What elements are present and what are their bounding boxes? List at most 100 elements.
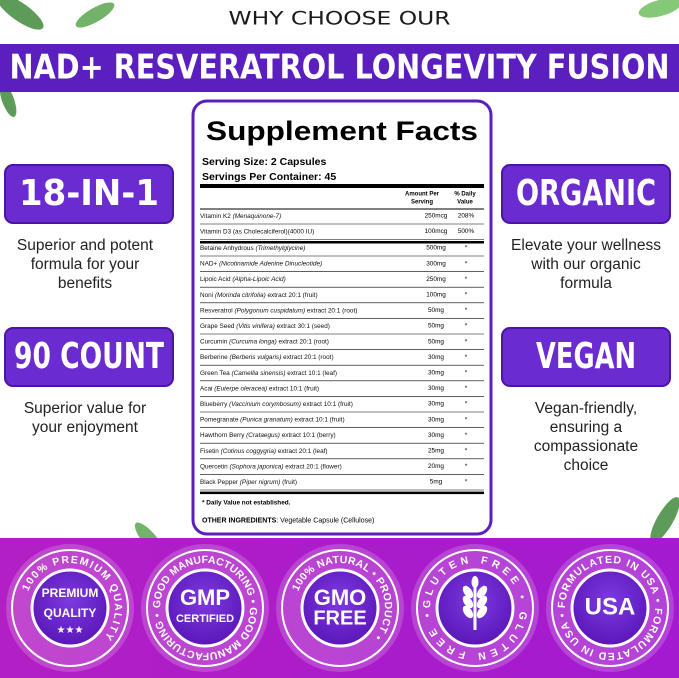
kicker: WHY CHOOSE OUR	[229, 8, 451, 30]
daily-value: *	[465, 432, 468, 439]
feature-text: formula for your	[31, 256, 140, 273]
ingredient-latin: (Sophora japonica)	[229, 463, 283, 470]
ingredient: Green Tea (Camellia sinensis) extract 10…	[200, 369, 337, 376]
amount: 500mg	[426, 245, 446, 252]
wheat-grain	[476, 605, 488, 619]
ingredient-latin: (Punica granatum)	[240, 416, 293, 423]
ingredient-latin: (Curcuma longa)	[229, 338, 277, 345]
feature-text: Elevate your wellness	[511, 237, 661, 254]
daily-value: *	[465, 479, 468, 486]
amount: 30mg	[428, 369, 444, 376]
ingredient-part: extract 10:1 (berry)	[280, 432, 336, 439]
ingredient-name: Curcumin	[200, 338, 229, 345]
feature-badge	[4, 327, 174, 387]
wheat-grain	[462, 595, 474, 609]
servings: Servings Per Container: 45	[202, 171, 336, 183]
seal-stars: ★★★	[57, 625, 84, 636]
seal-center: GMO	[314, 585, 367, 610]
feature-text: formula	[560, 275, 612, 292]
ingredient-name: Berberine	[200, 354, 230, 361]
feature-badge	[501, 327, 671, 387]
seal-inner	[570, 568, 650, 648]
ingredient-latin: (Morinda citrifolia)	[215, 291, 266, 298]
ingredient: Quercetin (Sophora japonica) extract 20:…	[200, 463, 342, 470]
ingredient-name: Black Pepper	[200, 479, 240, 486]
amount: 50mg	[428, 338, 444, 345]
seal-inner	[300, 568, 380, 648]
ingredient: Betaine Anhydrous (Trimethylglycine)	[200, 245, 305, 252]
daily-value: *	[465, 276, 468, 283]
ingredient-name: NAD+	[200, 260, 219, 267]
ingredient-name: Pomegranate	[200, 416, 240, 423]
ingredient-latin: (Nicotinamide Adenine Dinucleotide)	[219, 260, 322, 267]
daily-value: *	[465, 260, 468, 267]
ingredient-part: extract 20:1 (root)	[277, 338, 329, 345]
feature-badge-label: 90 COUNT	[14, 336, 164, 377]
wheat-grain	[462, 585, 474, 599]
ingredient: Resveratrol (Polygonum cuspidatum) extra…	[200, 307, 357, 314]
daily-value: *	[465, 291, 468, 298]
amount: 30mg	[428, 432, 444, 439]
ingredient-name: Acai	[200, 385, 214, 392]
ingredient-name: Noni	[200, 291, 215, 298]
ingredient-latin: (Crataegus)	[246, 432, 280, 439]
ingredient-part: extract 20:1 (root)	[305, 307, 357, 314]
seal-center: USA	[585, 593, 636, 620]
feature-text: choice	[564, 457, 609, 474]
amount: 250mcg	[425, 213, 448, 220]
daily-value: *	[465, 369, 468, 376]
ingredient-part: extract 20:1 (root)	[281, 354, 333, 361]
amount: 50mg	[428, 307, 444, 314]
ingredient-latin: (Camellia sinensis)	[232, 369, 286, 376]
thick-rule	[200, 184, 484, 188]
ingredient-part: extract 10:1 (fruit)	[301, 401, 353, 408]
other-text: : Vegetable Capsule (Cellulose)	[276, 517, 374, 524]
amount: 30mg	[428, 401, 444, 408]
ingredient: Black Pepper (Piper nigrum) (fruit)	[200, 479, 297, 486]
ingredient: NAD+ (Nicotinamide Adenine Dinucleotide)	[200, 260, 322, 267]
seal-center: QUALITY	[44, 606, 97, 620]
ingredient-latin: (Euterpe oleracea)	[214, 385, 267, 392]
amount: 30mg	[428, 416, 444, 423]
amount: 100mg	[426, 291, 446, 298]
ingredient-latin: (Trimethylglycine)	[255, 245, 305, 252]
daily-value: *	[465, 401, 468, 408]
ingredient-part: extract 10:1 (fruit)	[293, 416, 345, 423]
amount: 25mg	[428, 447, 444, 454]
ingredient: Blueberry (Vaccinium corymbosum) extract…	[200, 401, 353, 408]
daily-value: *	[465, 385, 468, 392]
ingredient: Fisetin (Cotinus coggygria) extract 20:1…	[200, 447, 328, 454]
ingredient-name: Betaine Anhydrous	[200, 245, 255, 252]
feature-text: Superior and potent	[17, 237, 154, 254]
feature-text: Superior value for	[24, 400, 146, 417]
daily-value: *	[465, 307, 468, 314]
seal-ring	[146, 549, 264, 667]
ingredient-name: Resveratrol	[200, 307, 234, 314]
ingredient-part: extract 20:1 (fruit)	[266, 291, 318, 298]
daily-value: *	[465, 245, 468, 252]
ingredient-part: extract 30:1 (seed)	[275, 323, 330, 330]
ingredient-part: (fruit)	[280, 479, 297, 486]
ingredient-part: extract 20:1 (leaf)	[276, 447, 328, 454]
ingredient-name: Fisetin	[200, 447, 221, 454]
feature-text: with our organic	[530, 256, 641, 273]
feature-badge	[4, 164, 174, 224]
other-ingredients: OTHER INGREDIENTS: Vegetable Capsule (Ce…	[202, 517, 374, 524]
ingredient: Curcumin (Curcuma longa) extract 20:1 (r…	[200, 338, 329, 345]
ingredient-name: Green Tea	[200, 369, 232, 376]
amount-header: Serving	[411, 200, 433, 206]
daily-value: 500%	[458, 228, 475, 235]
seal-center: GMP	[180, 585, 230, 610]
seal-center: CERTIFIED	[176, 613, 234, 625]
daily-value: *	[465, 323, 468, 330]
daily-value: 208%	[458, 213, 475, 220]
ingredient: Noni (Morinda citrifolia) extract 20:1 (…	[200, 291, 318, 298]
feature-badge-label: 18-IN-1	[19, 173, 159, 214]
ingredient: Vitamin D3 (as Cholecalciferol)(4000 IU)	[200, 228, 314, 235]
seal-ring	[281, 549, 399, 667]
ingredient: Vitamin K2 (Menaquinone-7)	[200, 213, 281, 220]
daily-value: *	[465, 338, 468, 345]
ingredient-name: Lipoic Acid	[200, 276, 232, 283]
title-banner	[0, 44, 679, 92]
